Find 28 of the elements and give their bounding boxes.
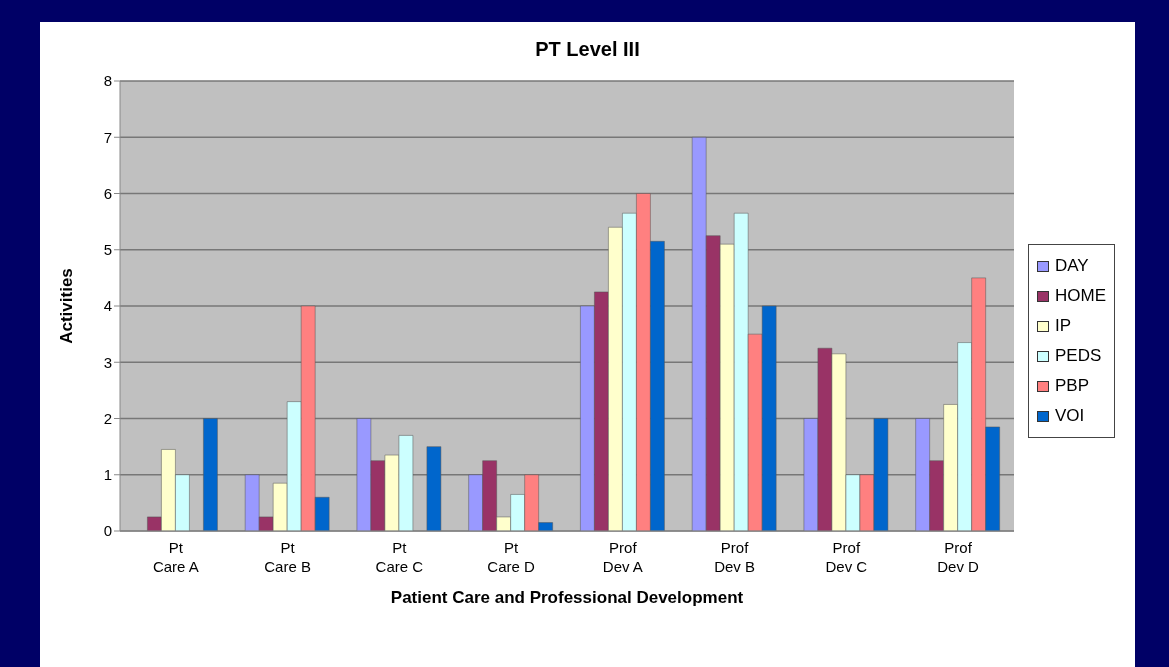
y-tick-label: 2 <box>103 409 112 427</box>
bar <box>203 418 218 531</box>
x-tick-label: Prof Dev C <box>825 539 868 575</box>
y-tick-label: 1 <box>103 466 112 484</box>
x-tick-label: Prof Dev A <box>602 539 643 575</box>
y-tick-label: 8 <box>103 72 112 90</box>
chart-title: PT Level III <box>534 38 641 61</box>
legend-label: PEDS <box>1055 346 1102 366</box>
y-tick-label: 3 <box>103 353 112 371</box>
bar <box>426 446 442 531</box>
x-tick-label: Pt Care C <box>375 539 424 575</box>
y-tick-label: 0 <box>103 522 112 540</box>
y-tick-label: 7 <box>103 128 112 146</box>
legend-label: IP <box>1055 316 1072 336</box>
legend-label: PBP <box>1055 376 1090 396</box>
x-tick-label: Pt Care D <box>487 539 536 575</box>
y-tick-label: 5 <box>103 241 112 259</box>
legend-label: DAY <box>1055 256 1089 276</box>
legend-label: HOME <box>1055 286 1106 306</box>
legend-label: VOI <box>1055 406 1085 426</box>
x-axis-title: Patient Care and Professional Development <box>390 588 744 607</box>
y-tick-label: 6 <box>103 184 112 202</box>
x-tick-label: Prof Dev B <box>714 539 756 575</box>
x-tick-label: Prof Dev D <box>937 539 980 575</box>
x-tick-label: Pt Care B <box>264 539 311 575</box>
x-tick-label: Pt Care A <box>152 539 199 575</box>
y-tick-label: 4 <box>103 297 112 315</box>
y-axis-title: Activities <box>57 268 77 344</box>
